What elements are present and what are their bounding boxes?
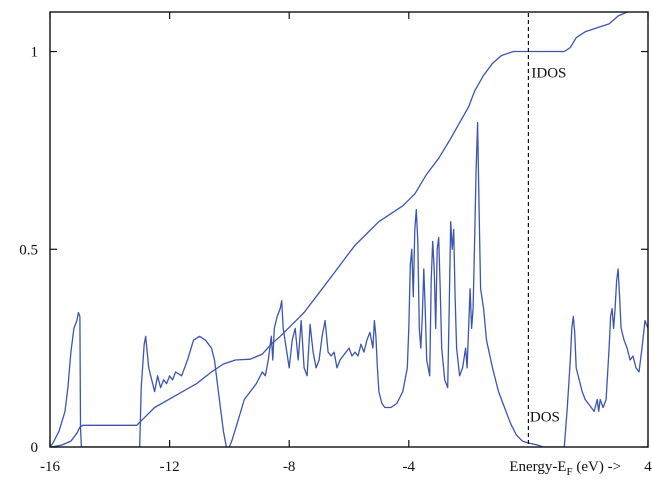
y-tick-label: 0 (31, 440, 39, 456)
x-tick-label: 4 (644, 459, 652, 475)
series-line-idos (51, 12, 628, 447)
series-annotation-idos: IDOS (531, 65, 566, 81)
series-annotation-dos: DOS (530, 409, 560, 425)
plot-layer (50, 12, 648, 447)
x-tick-label: -8 (283, 459, 296, 475)
x-axis-label: Energy-EF (eV) -> (509, 459, 621, 477)
plot-frame (49, 11, 649, 448)
x-tick-label: -16 (40, 459, 60, 475)
series-line-dos (50, 122, 648, 447)
y-tick-label: 0.5 (19, 242, 38, 258)
y-tick-label: 1 (31, 45, 39, 61)
x-tick-label: -12 (160, 459, 180, 475)
axes-layer: -16 -12 -8 -4 4 0 0.5 1 IDOS DOS (19, 11, 652, 475)
x-tick-label: -4 (403, 459, 416, 475)
